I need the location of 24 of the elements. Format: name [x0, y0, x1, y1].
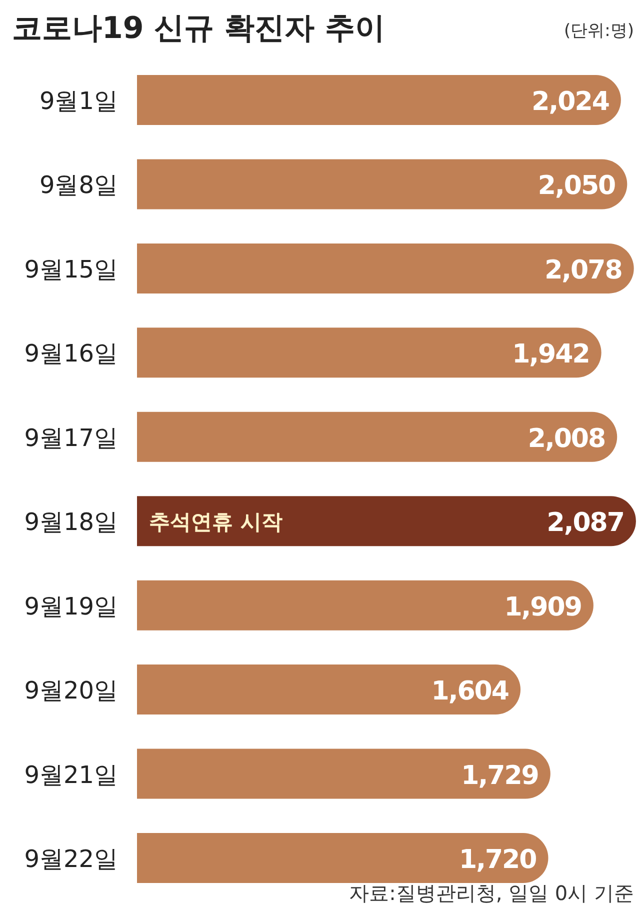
data-label: 1,720: [459, 845, 536, 875]
category-label: 9월16일: [24, 340, 118, 368]
subtitle: (단위:명): [564, 21, 634, 41]
category-label: 9월22일: [24, 845, 118, 873]
annotation: 추석연휴 시작: [149, 510, 282, 534]
category-label: 9월15일: [24, 255, 118, 284]
data-label: 2,087: [546, 508, 624, 538]
category-label: 9월20일: [24, 676, 118, 705]
category-label: 9월1일: [39, 87, 118, 115]
data-label: 2,024: [532, 87, 609, 117]
category-label: 9월18일: [24, 508, 118, 536]
data-label: 2,008: [528, 424, 606, 454]
annotation: 자료:질병관리청, 일일 0시 기준: [349, 881, 634, 905]
category-label: 9월19일: [24, 592, 118, 620]
data-label: 2,050: [538, 171, 616, 202]
data-label: 1,909: [504, 592, 582, 622]
title: 코로나19 신규 확진자 추이: [12, 11, 386, 46]
category-label: 9월17일: [24, 424, 118, 452]
data-label: 1,729: [461, 760, 538, 791]
data-label: 2,078: [544, 255, 622, 286]
category-label: 9월21일: [24, 760, 118, 789]
data-label: 1,942: [512, 340, 590, 370]
category-label: 9월8일: [39, 171, 118, 200]
data-label: 1,604: [431, 676, 509, 707]
